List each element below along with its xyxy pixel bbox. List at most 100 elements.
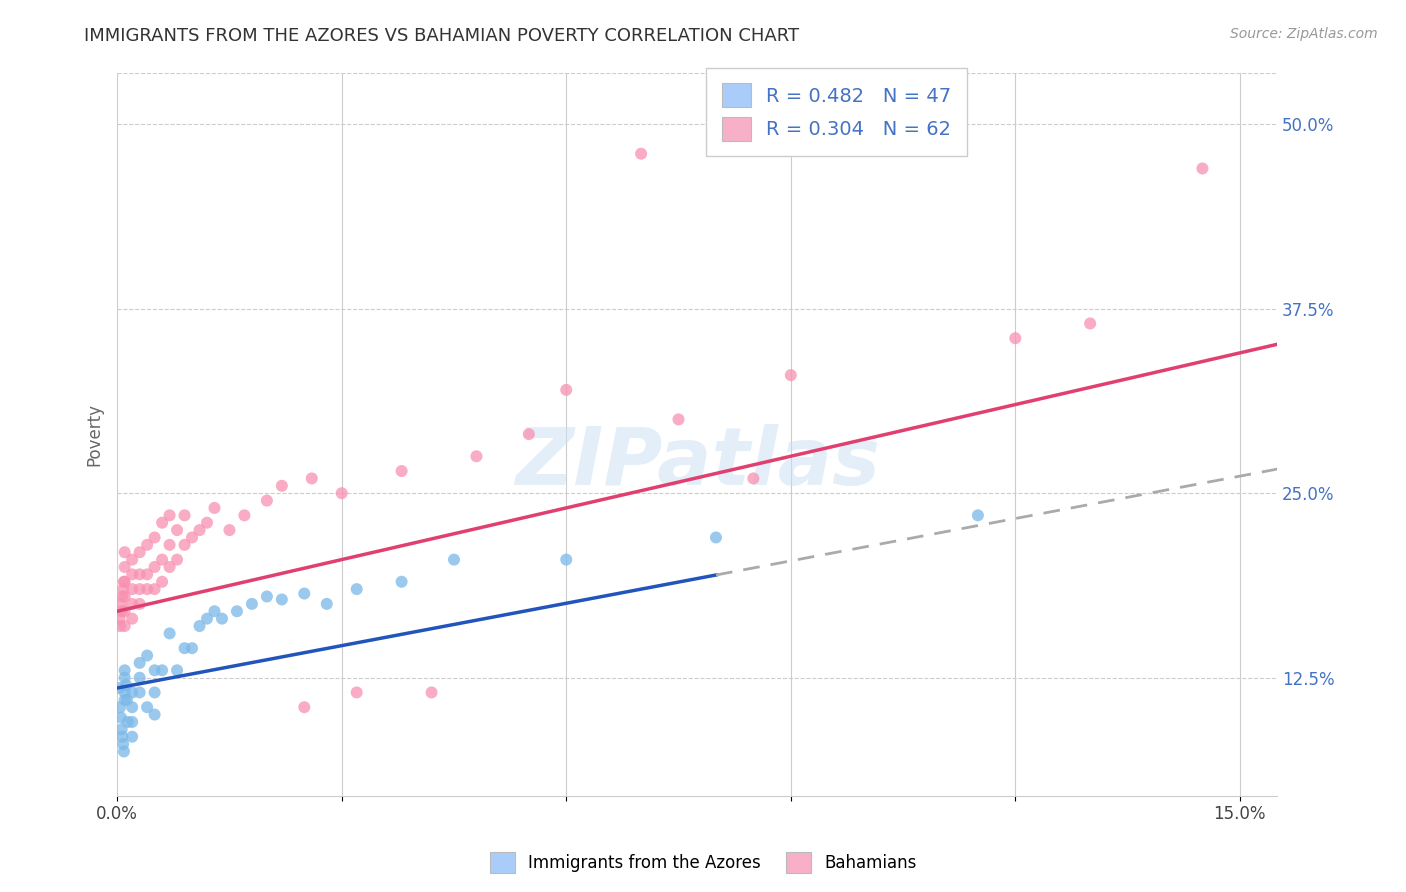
Point xyxy=(143,663,166,677)
Point xyxy=(270,479,292,493)
Point xyxy=(704,531,727,545)
Point xyxy=(117,714,139,729)
Point xyxy=(159,508,181,523)
Point xyxy=(143,560,166,574)
Point xyxy=(188,523,211,537)
Point xyxy=(630,146,652,161)
Point xyxy=(128,567,150,582)
Point xyxy=(346,582,368,596)
Point xyxy=(1191,161,1213,176)
Point xyxy=(136,538,159,552)
Point xyxy=(128,656,150,670)
Point xyxy=(391,574,413,589)
Point xyxy=(143,582,166,596)
Point xyxy=(166,663,188,677)
Point xyxy=(114,619,136,633)
Point xyxy=(668,412,690,426)
Point xyxy=(128,545,150,559)
Point xyxy=(108,619,131,633)
Point xyxy=(465,450,488,464)
Point xyxy=(967,508,990,523)
Point xyxy=(114,545,136,559)
Point xyxy=(121,700,143,714)
Point xyxy=(150,574,173,589)
Point xyxy=(128,582,150,596)
Point xyxy=(233,508,256,523)
Point xyxy=(111,590,134,604)
Point xyxy=(159,626,181,640)
Point xyxy=(121,730,143,744)
Point xyxy=(301,471,323,485)
Point xyxy=(121,582,143,596)
Point xyxy=(114,671,136,685)
Point xyxy=(195,612,218,626)
Point xyxy=(114,604,136,618)
Point xyxy=(1078,317,1101,331)
Point xyxy=(108,681,131,695)
Point xyxy=(517,427,540,442)
Point xyxy=(114,574,136,589)
Point xyxy=(150,663,173,677)
Point xyxy=(121,714,143,729)
Point xyxy=(112,574,135,589)
Point xyxy=(110,710,132,724)
Point xyxy=(391,464,413,478)
Point xyxy=(218,523,240,537)
Point xyxy=(115,678,138,692)
Point xyxy=(108,612,131,626)
Y-axis label: Poverty: Poverty xyxy=(86,402,103,466)
Point xyxy=(195,516,218,530)
Point xyxy=(112,737,135,751)
Legend: Immigrants from the Azores, Bahamians: Immigrants from the Azores, Bahamians xyxy=(482,846,924,880)
Point xyxy=(270,592,292,607)
Point xyxy=(121,567,143,582)
Point xyxy=(420,685,443,699)
Point xyxy=(128,685,150,699)
Point xyxy=(330,486,353,500)
Point xyxy=(159,560,181,574)
Point xyxy=(114,685,136,699)
Point xyxy=(143,531,166,545)
Text: IMMIGRANTS FROM THE AZORES VS BAHAMIAN POVERTY CORRELATION CHART: IMMIGRANTS FROM THE AZORES VS BAHAMIAN P… xyxy=(84,27,800,45)
Point xyxy=(166,523,188,537)
Point xyxy=(111,730,134,744)
Point xyxy=(256,493,278,508)
Point xyxy=(315,597,337,611)
Point xyxy=(779,368,801,383)
Point xyxy=(114,693,136,707)
Point xyxy=(173,538,195,552)
Point xyxy=(226,604,249,618)
Point xyxy=(114,560,136,574)
Point xyxy=(166,552,188,566)
Point xyxy=(110,597,132,611)
Legend: R = 0.482   N = 47, R = 0.304   N = 62: R = 0.482 N = 47, R = 0.304 N = 62 xyxy=(706,68,967,156)
Point xyxy=(136,700,159,714)
Point xyxy=(121,597,143,611)
Point xyxy=(111,723,134,737)
Point xyxy=(150,516,173,530)
Point xyxy=(292,586,315,600)
Point xyxy=(136,648,159,663)
Point xyxy=(115,693,138,707)
Point xyxy=(555,383,578,397)
Point xyxy=(108,700,131,714)
Point xyxy=(111,604,134,618)
Point xyxy=(204,604,226,618)
Text: Source: ZipAtlas.com: Source: ZipAtlas.com xyxy=(1230,27,1378,41)
Point xyxy=(181,641,204,656)
Point xyxy=(114,663,136,677)
Point xyxy=(181,531,204,545)
Point xyxy=(188,619,211,633)
Point xyxy=(211,612,233,626)
Point xyxy=(173,641,195,656)
Point xyxy=(128,597,150,611)
Point xyxy=(112,744,135,758)
Point xyxy=(443,552,465,566)
Point xyxy=(121,685,143,699)
Point xyxy=(114,590,136,604)
Point xyxy=(136,567,159,582)
Point xyxy=(128,671,150,685)
Point xyxy=(121,552,143,566)
Point xyxy=(150,552,173,566)
Point xyxy=(742,471,765,485)
